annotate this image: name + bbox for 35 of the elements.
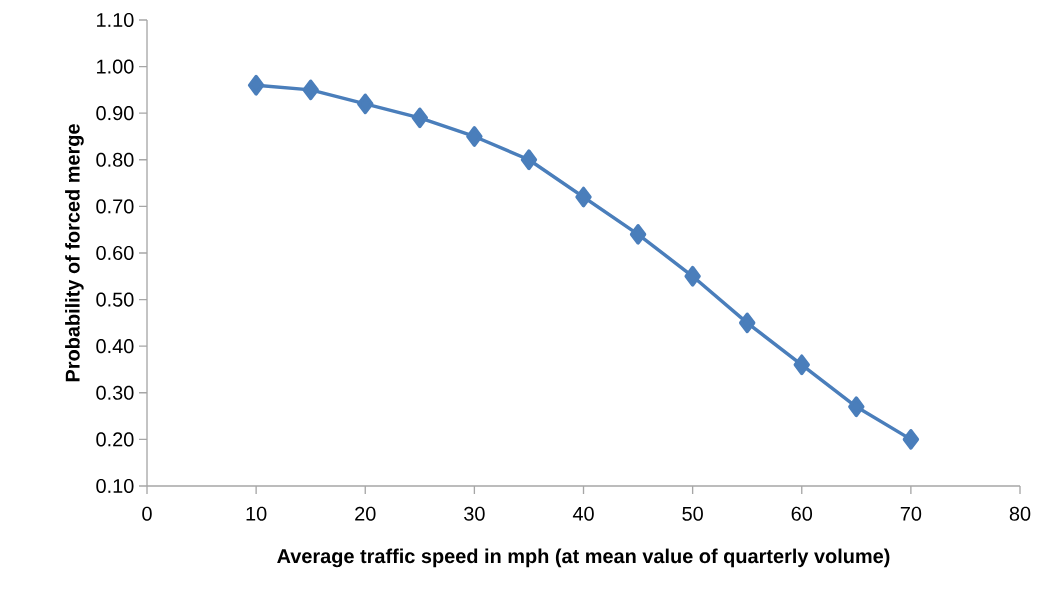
point xyxy=(357,93,374,115)
point xyxy=(575,186,592,208)
point xyxy=(466,126,483,147)
point xyxy=(520,149,538,171)
point xyxy=(247,74,265,96)
point xyxy=(848,396,865,418)
x-tick-label: 40 xyxy=(572,506,594,521)
x-tick-label: 60 xyxy=(791,506,813,521)
y-tick-label: 0.30 xyxy=(96,385,134,400)
y-tick-label: 0.60 xyxy=(96,245,134,261)
x-tick-label: 30 xyxy=(464,506,485,521)
point xyxy=(302,79,319,101)
x-tick-label: 0 xyxy=(142,506,152,521)
point xyxy=(684,265,701,287)
point xyxy=(629,223,647,245)
y-tick-label: 0.90 xyxy=(96,106,134,121)
y-tick-label: 0.20 xyxy=(96,432,134,447)
y-tick-label: 0.50 xyxy=(96,292,134,307)
y-tick-label: 1.00 xyxy=(97,59,134,74)
x-tick-label: 50 xyxy=(682,506,703,521)
x-tick-label: 80 xyxy=(1009,506,1031,521)
point xyxy=(902,429,920,450)
x-tick-label: 20 xyxy=(355,506,376,521)
x-axis-title: Average traffic speed in mph (at mean value of quarterly volume) xyxy=(277,548,890,568)
y-axis-title: Probability of forced merge xyxy=(65,124,84,382)
y-tick-label: 0.70 xyxy=(96,199,134,214)
point xyxy=(738,312,756,334)
y-tick-label: 1.10 xyxy=(97,12,134,28)
y-tick-label: 0.10 xyxy=(96,478,134,494)
x-tick-label: 10 xyxy=(246,506,267,521)
y-tick-label: 0.80 xyxy=(96,152,134,167)
y-tick-label: 0.40 xyxy=(96,339,134,354)
point xyxy=(411,107,429,129)
point xyxy=(793,354,810,376)
x-tick-label: 70 xyxy=(900,506,922,521)
